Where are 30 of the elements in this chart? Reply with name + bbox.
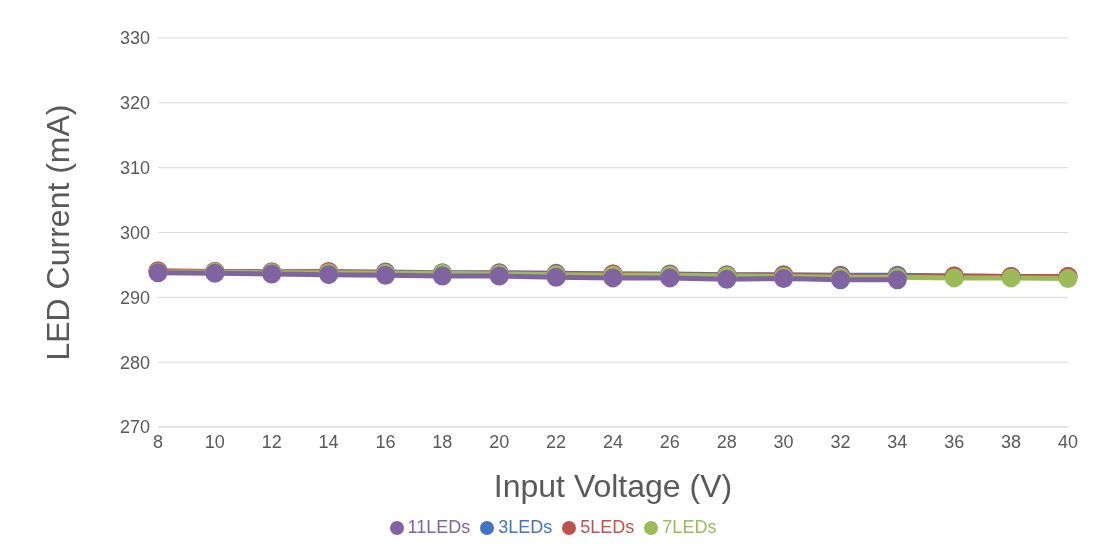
x-tick-label: 20: [489, 431, 510, 452]
y-tick-label: 300: [119, 222, 150, 243]
x-tick-label: 32: [830, 431, 851, 452]
legend-label: 11LEDs: [407, 517, 471, 537]
y-tick-label: 280: [119, 352, 150, 373]
y-tick-label: 330: [119, 28, 150, 49]
x-tick-label: 8: [152, 431, 164, 452]
x-tick-label: 28: [716, 431, 737, 452]
x-tick-label: 16: [375, 431, 396, 452]
x-tick-label: 34: [887, 431, 908, 452]
y-tick-label: 320: [119, 93, 150, 114]
y-tick-label: 310: [119, 158, 150, 179]
x-tick-label: 22: [546, 431, 567, 452]
x-tick-label: 18: [432, 431, 453, 452]
legend-label: 5LEDs: [580, 517, 635, 537]
x-tick-label: 24: [602, 431, 624, 452]
x-tick-label: 38: [1001, 431, 1022, 452]
x-tick-label: 14: [318, 431, 339, 452]
x-tick-label: 10: [204, 431, 225, 452]
y-tick-label: 270: [119, 417, 150, 438]
x-tick-label: 26: [659, 431, 680, 452]
x-tick-label: 40: [1057, 431, 1079, 452]
legend-label: 7LEDs: [662, 517, 717, 537]
y-axis-title: LED Current (mA): [40, 104, 77, 361]
x-tick-label: 30: [773, 431, 794, 452]
y-tick-label: 290: [119, 287, 150, 308]
x-tick-label: 36: [944, 431, 965, 452]
x-tick-label: 12: [261, 431, 282, 452]
legend-label: 3LEDs: [498, 517, 553, 537]
x-axis-title: Input Voltage (V): [493, 468, 733, 504]
